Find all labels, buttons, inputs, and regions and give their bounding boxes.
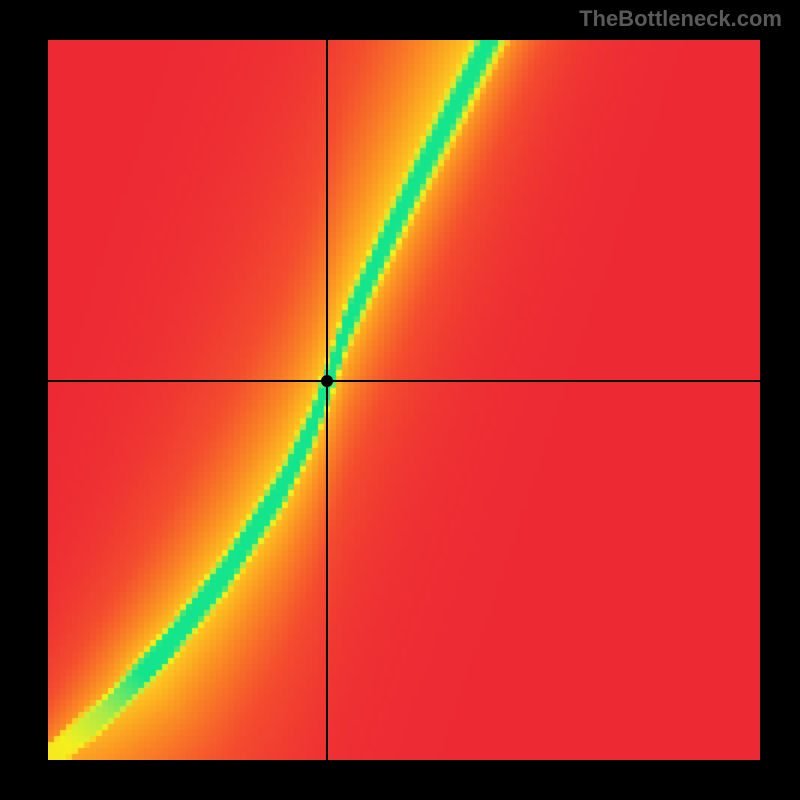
crosshair-marker [321,375,333,387]
heatmap-canvas [48,40,760,760]
heatmap-plot [48,40,760,760]
crosshair-horizontal [48,380,760,382]
watermark-text: TheBottleneck.com [579,6,782,32]
crosshair-vertical [326,40,328,760]
